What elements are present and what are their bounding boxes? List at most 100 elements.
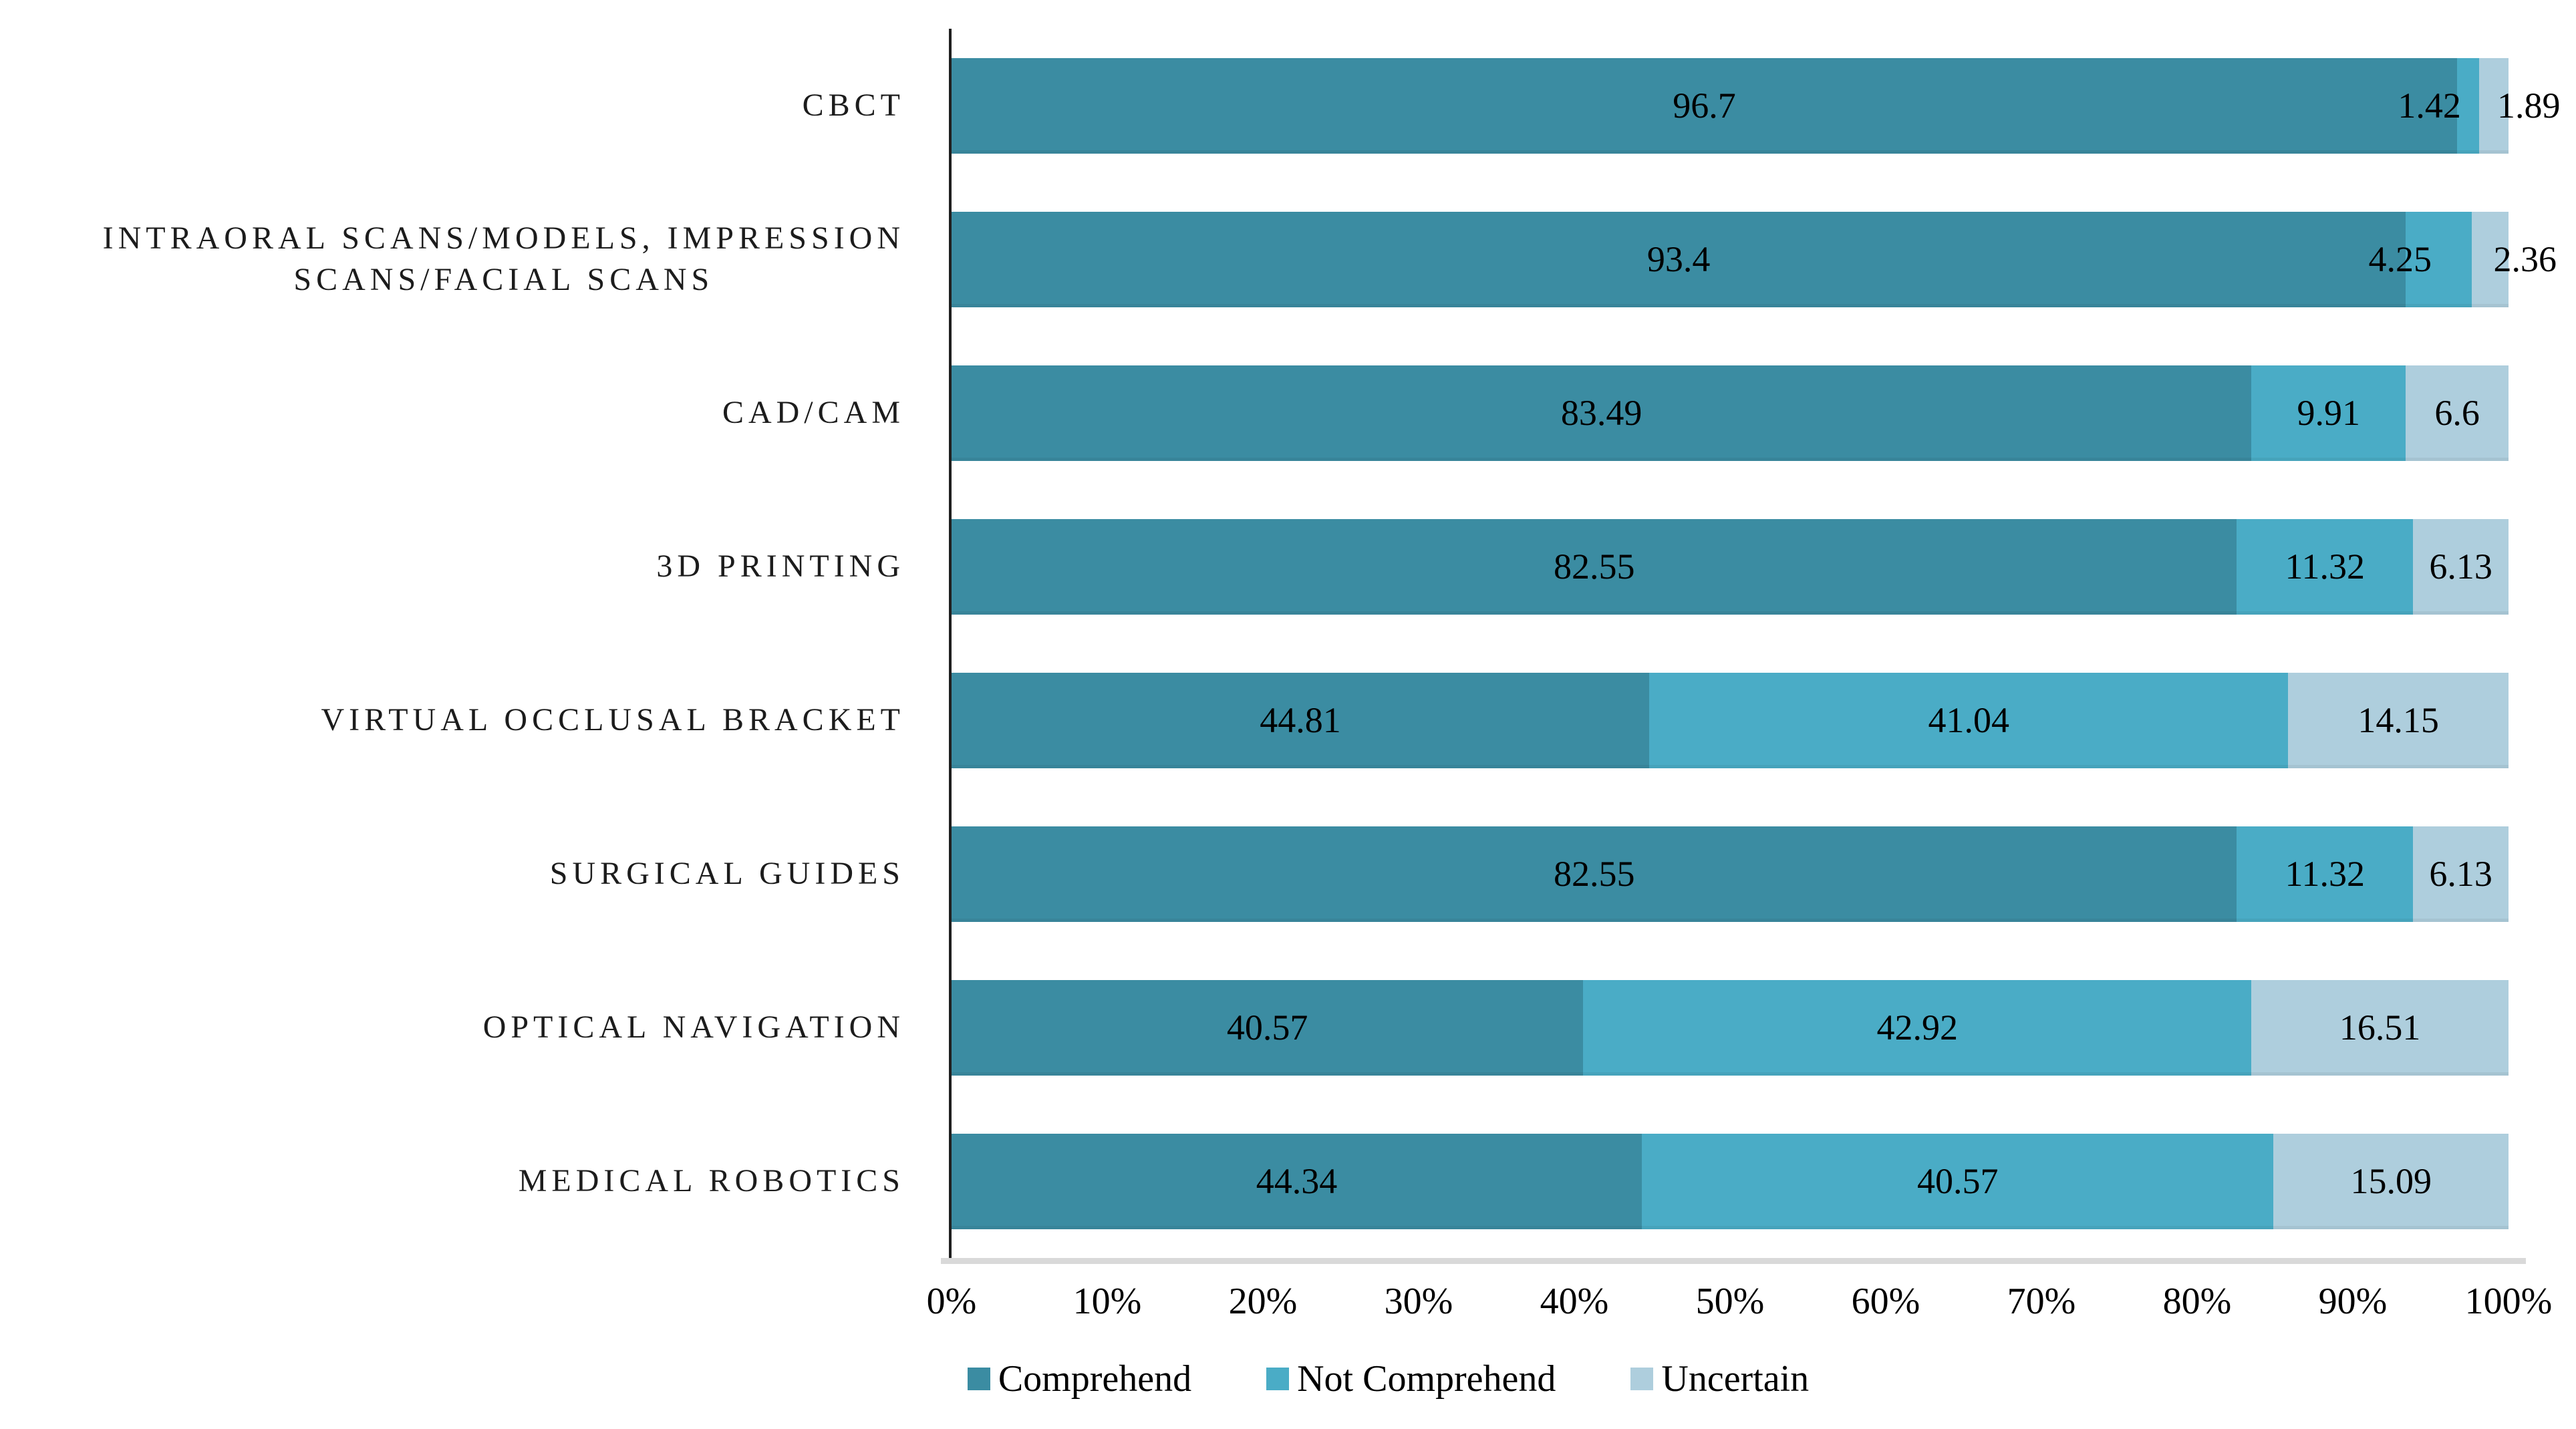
bar-track: 44.81 41.04 14.15	[952, 672, 2509, 768]
bar-segment-not-comprehend	[2237, 826, 2414, 922]
category-label-cell: 3D PRINTING	[0, 546, 952, 587]
value-label-comprehend: 82.55	[1553, 546, 1635, 587]
value-label-uncertain: 6.13	[2429, 854, 2492, 894]
bar-segment-not-comprehend	[1583, 979, 2252, 1076]
bar-track: 40.57 42.92 16.51	[952, 979, 2509, 1076]
legend-label: Not Comprehend	[1297, 1358, 1556, 1400]
legend-item-comprehend: Comprehend	[967, 1358, 1192, 1400]
x-tick-label: 0%	[926, 1281, 977, 1322]
value-label-not-comprehend: 11.32	[2285, 854, 2366, 894]
value-label-not-comprehend: 40.57	[1917, 1161, 1999, 1201]
bar-segment-uncertain	[2273, 1133, 2509, 1229]
bar-segment-uncertain	[2472, 211, 2509, 307]
value-label-comprehend: 44.81	[1260, 700, 1341, 740]
category-label-cell: SURGICAL GUIDES	[0, 853, 952, 895]
category-label-line: MEDICAL ROBOTICS	[518, 1162, 905, 1199]
value-label-uncertain: 6.6	[2434, 393, 2480, 433]
value-label-uncertain: 15.09	[2350, 1161, 2432, 1201]
bar-segment-uncertain	[2479, 57, 2509, 154]
legend-swatch-comprehend	[967, 1368, 990, 1390]
legend-swatch-uncertain	[1630, 1368, 1654, 1390]
x-tick-label: 100%	[2464, 1281, 2553, 1322]
bar-row: CAD/CAM 83.49 9.91 6.6	[0, 336, 2576, 490]
legend-label: Uncertain	[1661, 1358, 1810, 1400]
bar-segment-not-comprehend	[1649, 672, 2289, 768]
x-axis-tick-labels: 0% 10% 20% 30% 40% 50% 60% 70% 80% 90% 100%	[927, 1280, 2553, 1330]
category-label: INTRAORAL SCANS/MODELS, IMPRESSION SCANS/…	[103, 218, 905, 301]
value-label-uncertain: 6.13	[2429, 546, 2492, 587]
value-label-comprehend: 83.49	[1560, 393, 1642, 433]
x-tick-label: 90%	[2318, 1281, 2388, 1322]
bar-track: 44.34 40.57 15.09	[952, 1133, 2509, 1229]
category-label-line: SCANS/FACIAL SCANS	[293, 262, 714, 297]
bar-segment-uncertain	[2288, 672, 2509, 768]
value-label-comprehend: 96.7	[1673, 86, 1736, 126]
bar-segment-uncertain	[2413, 518, 2509, 615]
x-tick-label: 40%	[1540, 1281, 1609, 1322]
category-label-cell: OPTICAL NAVIGATION	[0, 1007, 952, 1048]
value-label-not-comprehend: 42.92	[1876, 1007, 1959, 1048]
x-tick-label: 80%	[2162, 1281, 2232, 1322]
bar-segment-comprehend	[952, 518, 2237, 615]
bar-row: VIRTUAL OCCLUSAL BRACKET 44.81 41.04 14.15	[0, 643, 2576, 797]
y-axis-line	[949, 29, 952, 1264]
bar-track: 93.4 4.25 2.36	[952, 211, 2557, 307]
x-tick-label: 20%	[1228, 1281, 1298, 1322]
category-label-cell: CAD/CAM	[0, 392, 952, 434]
category-label: OPTICAL NAVIGATION	[483, 1007, 905, 1048]
value-label-comprehend: 44.34	[1256, 1161, 1338, 1201]
x-axis-baseline	[941, 1258, 2526, 1264]
bar-row: MEDICAL ROBOTICS 44.34 40.57 15.09	[0, 1104, 2576, 1258]
category-label-cell: VIRTUAL OCCLUSAL BRACKET	[0, 699, 952, 741]
bar-segment-comprehend	[952, 979, 1584, 1076]
value-label-uncertain: 16.51	[2339, 1007, 2421, 1048]
x-tick-label: 30%	[1384, 1281, 1453, 1322]
category-label-line: CBCT	[802, 87, 905, 123]
legend-item-uncertain: Uncertain	[1630, 1358, 1809, 1400]
bar-row: CBCT 96.7 1.42 1.89	[0, 29, 2576, 182]
bar-segment-not-comprehend	[2251, 365, 2406, 461]
bar-segment-comprehend	[952, 57, 2458, 154]
x-tick-label: 70%	[2007, 1281, 2076, 1322]
bar-segment-uncertain	[2406, 365, 2509, 461]
bar-track: 96.7 1.42 1.89	[952, 57, 2560, 154]
category-label-cell: CBCT	[0, 85, 952, 126]
bar-row: 3D PRINTING 82.55 11.32 6.13	[0, 490, 2576, 643]
bar-segment-uncertain	[2251, 979, 2509, 1076]
chart-legend: Comprehend Not Comprehend Uncertain	[100, 1358, 2576, 1400]
value-label-not-comprehend: 4.25	[2368, 239, 2432, 279]
bar-segment-comprehend	[952, 211, 2406, 307]
value-label-uncertain: 1.89	[2496, 86, 2561, 126]
category-label-cell: MEDICAL ROBOTICS	[0, 1160, 952, 1202]
bar-row: OPTICAL NAVIGATION 40.57 42.92 16.51	[0, 951, 2576, 1104]
bar-segment-comprehend	[952, 365, 2252, 461]
category-label-line: VIRTUAL OCCLUSAL BRACKET	[321, 701, 905, 738]
category-label: CBCT	[803, 85, 905, 126]
bar-segment-comprehend	[952, 672, 1650, 768]
value-label-uncertain: 2.36	[2493, 239, 2557, 279]
category-label-line: SURGICAL GUIDES	[549, 855, 905, 891]
category-label: 3D PRINTING	[656, 546, 905, 587]
value-label-uncertain: 14.15	[2357, 700, 2439, 740]
bar-segment-comprehend	[952, 1133, 1642, 1229]
value-label-not-comprehend: 41.04	[1928, 700, 2009, 740]
bar-row: INTRAORAL SCANS/MODELS, IMPRESSION SCANS/…	[0, 182, 2576, 336]
value-label-comprehend: 40.57	[1226, 1007, 1308, 1048]
value-label-comprehend: 93.4	[1647, 239, 1711, 279]
bar-segment-not-comprehend	[2406, 211, 2472, 307]
category-label-line: OPTICAL NAVIGATION	[482, 1009, 905, 1045]
x-tick-label: 10%	[1072, 1281, 1142, 1322]
category-label-line: CAD/CAM	[722, 394, 905, 430]
bar-segment-comprehend	[952, 826, 2237, 922]
bar-track: 82.55 11.32 6.13	[952, 518, 2509, 615]
value-label-comprehend: 82.55	[1553, 854, 1635, 894]
category-label-line: INTRAORAL SCANS/MODELS, IMPRESSION	[102, 220, 905, 256]
legend-swatch-not-comprehend	[1266, 1368, 1290, 1390]
category-label-cell: INTRAORAL SCANS/MODELS, IMPRESSION SCANS/…	[0, 218, 952, 301]
legend-label: Comprehend	[998, 1358, 1192, 1400]
legend-item-not-comprehend: Not Comprehend	[1266, 1358, 1556, 1400]
category-label: MEDICAL ROBOTICS	[519, 1160, 905, 1202]
value-label-not-comprehend: 9.91	[2297, 393, 2361, 433]
value-label-not-comprehend: 1.42	[2398, 86, 2461, 126]
